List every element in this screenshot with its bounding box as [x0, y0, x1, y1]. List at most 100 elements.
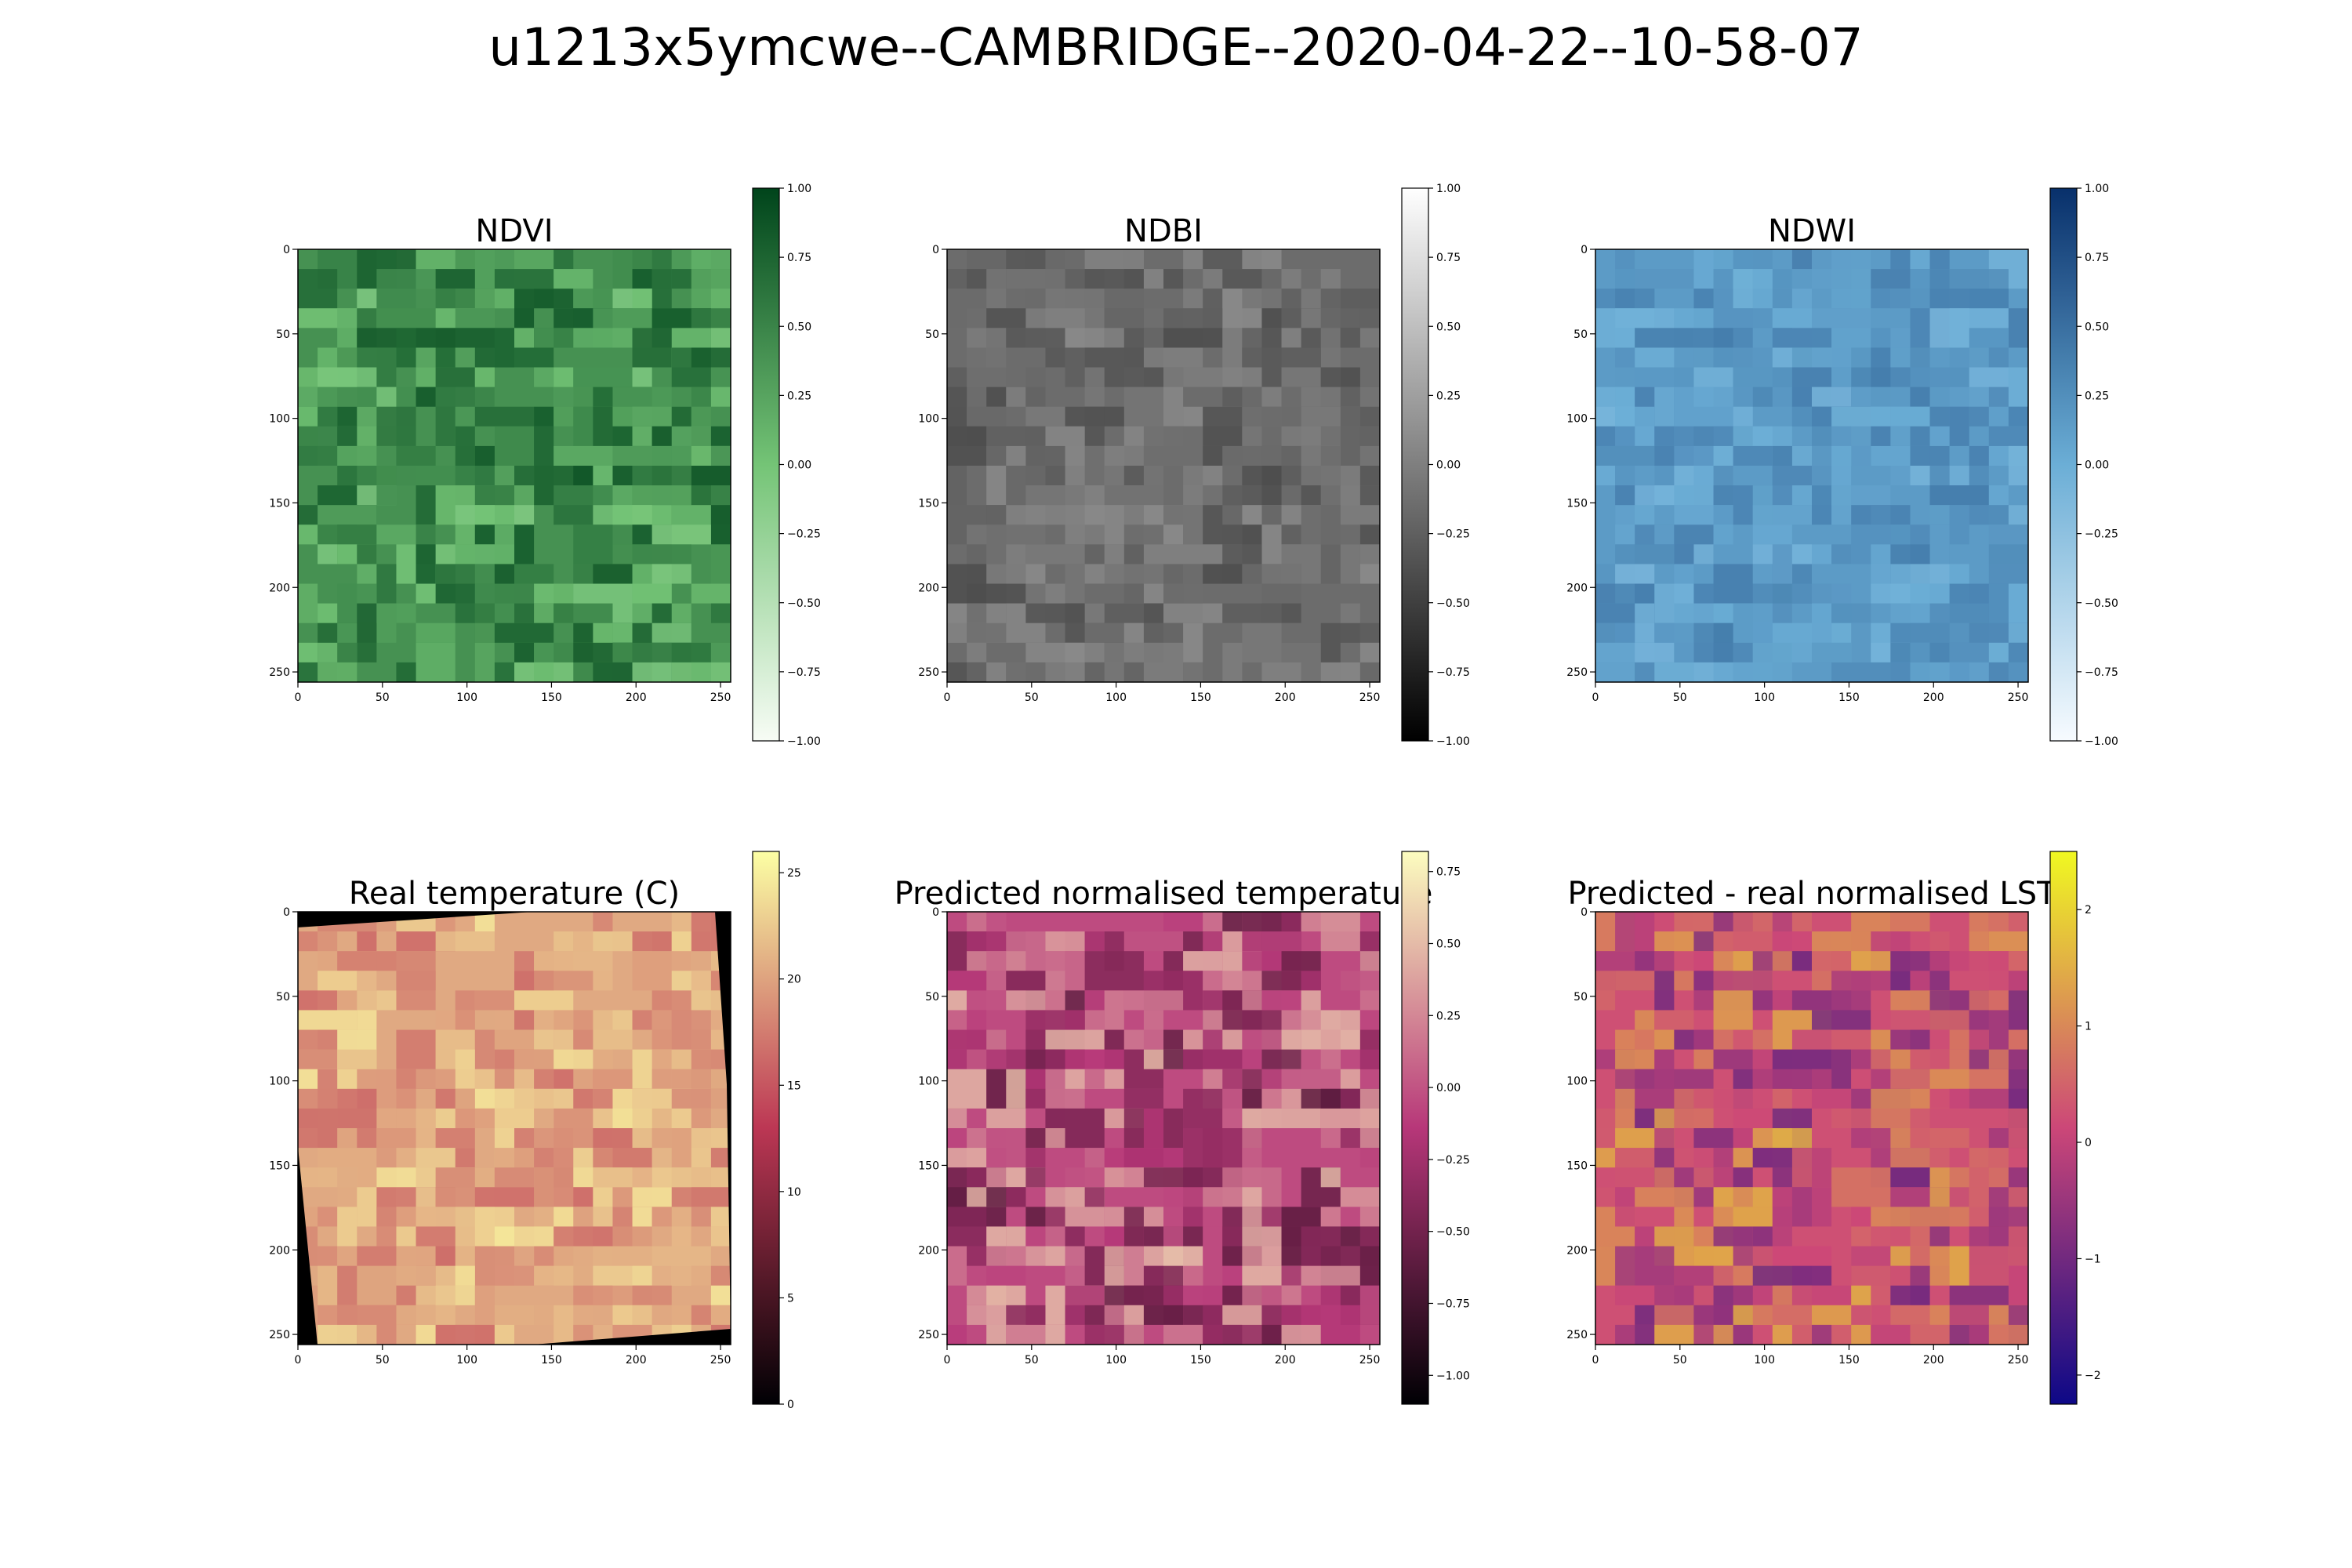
colorbar-tick-label: 1.00	[787, 183, 811, 195]
x-tick-label: 250	[1359, 691, 1381, 704]
colorbar-tick-label: 0.25	[1436, 1010, 1461, 1022]
y-tick-label: 150	[269, 1160, 290, 1172]
axes-frame	[1595, 249, 2029, 683]
axes-frame	[946, 249, 1381, 683]
x-tick-label: 100	[1105, 1354, 1127, 1367]
colorbar-tick-label: 10	[787, 1186, 801, 1199]
y-tick-label: 100	[1566, 1076, 1588, 1088]
colorbar-tick-label: 1	[2085, 1021, 2092, 1033]
y-tick-label: 150	[918, 497, 939, 510]
colorbar-tick-label: −1.00	[1436, 1370, 1470, 1382]
colorbar-tick-label: 15	[787, 1080, 801, 1092]
panel-title: NDVI	[475, 213, 553, 249]
x-tick-label: 0	[1592, 1354, 1599, 1367]
y-tick-label: 200	[269, 1244, 290, 1257]
x-tick-label: 250	[2008, 691, 2029, 704]
y-tick-label: 50	[1573, 991, 1588, 1004]
panel-1: NDBI 0 50 100 150 200 250 0 50 100 150 200 250 1.00 0.…	[918, 183, 1470, 748]
panel-3: Real temperature (C) 0 50 100 150 200 250 0 50 10…	[269, 851, 801, 1411]
y-tick-label: 0	[932, 906, 939, 919]
x-tick-label: 50	[1673, 1354, 1687, 1367]
colorbar-tick-label: −0.50	[2085, 597, 2118, 610]
colorbar-tick-label: −0.25	[787, 528, 821, 541]
y-tick-label: 150	[918, 1160, 939, 1172]
heatmap-texture	[298, 249, 731, 682]
colorbar-tick-label: 0.75	[2085, 252, 2109, 264]
y-tick-label: 0	[283, 906, 290, 919]
y-tick-label: 50	[276, 991, 290, 1004]
colorbar-tick-label: −0.75	[2085, 666, 2118, 679]
panel-title: Real temperature (C)	[349, 876, 680, 912]
y-tick-label: 250	[918, 666, 939, 679]
x-tick-label: 100	[456, 1354, 477, 1367]
y-tick-label: 100	[918, 413, 939, 426]
x-tick-label: 0	[1592, 691, 1599, 704]
colorbar-tick-label: −0.50	[787, 597, 821, 610]
x-tick-label: 150	[541, 1354, 562, 1367]
x-tick-label: 0	[944, 1354, 951, 1367]
panel-title: NDWI	[1768, 213, 1856, 249]
y-tick-label: 100	[269, 413, 290, 426]
heatmap-texture	[1595, 249, 2028, 682]
y-tick-label: 250	[1566, 666, 1588, 679]
x-tick-label: 200	[1275, 1354, 1296, 1367]
colorbar	[1401, 851, 1429, 1405]
colorbar-tick-label: 0.00	[1436, 1082, 1461, 1094]
colorbar	[1401, 187, 1429, 742]
x-tick-label: 50	[1025, 691, 1039, 704]
colorbar-tick-label: 0.75	[787, 252, 811, 264]
x-tick-label: 100	[1754, 691, 1775, 704]
colorbar-tick-label: 0.50	[787, 321, 811, 333]
x-tick-label: 50	[376, 1354, 390, 1367]
x-tick-label: 200	[626, 691, 647, 704]
y-tick-label: 150	[1566, 1160, 1588, 1172]
x-tick-label: 0	[295, 691, 302, 704]
y-tick-label: 200	[918, 582, 939, 594]
y-tick-label: 200	[918, 1244, 939, 1257]
x-tick-label: 250	[2008, 1354, 2029, 1367]
colorbar-tick-label: −2	[2085, 1370, 2101, 1382]
y-tick-label: 100	[269, 1076, 290, 1088]
x-tick-label: 50	[1673, 691, 1687, 704]
heatmap-texture	[947, 249, 1380, 682]
colorbar-tick-label: −0.50	[1436, 1226, 1470, 1239]
colorbar-tick-label: −0.75	[787, 666, 821, 679]
x-tick-label: 100	[1105, 691, 1127, 704]
x-tick-label: 200	[626, 1354, 647, 1367]
axes-frame	[297, 911, 731, 1345]
heatmap-texture	[298, 912, 731, 1345]
colorbar-tick-label: −1	[2085, 1253, 2101, 1265]
colorbar-tick-label: 0.00	[2085, 459, 2109, 472]
panel-2: NDWI 0 50 100 150 200 250 0 50 100 150 200 250 1.00 0.…	[1566, 183, 2118, 748]
y-tick-label: 100	[1566, 413, 1588, 426]
y-tick-label: 250	[1566, 1329, 1588, 1341]
x-tick-label: 150	[1838, 691, 1860, 704]
y-tick-label: 200	[1566, 582, 1588, 594]
colorbar-tick-label: −0.25	[1436, 1154, 1470, 1167]
colorbar-tick-label: −0.25	[2085, 528, 2118, 541]
colorbar-tick-label: 0.50	[1436, 938, 1461, 951]
colorbar-tick-label: −1.00	[787, 735, 821, 748]
y-tick-label: 0	[1581, 906, 1588, 919]
colorbar-tick-label: 1.00	[1436, 183, 1461, 195]
y-tick-label: 50	[925, 991, 939, 1004]
x-tick-label: 250	[710, 1354, 731, 1367]
colorbar-tick-label: 0	[2085, 1137, 2092, 1149]
x-tick-label: 0	[295, 1354, 302, 1367]
colorbar-tick-label: 0.50	[2085, 321, 2109, 333]
colorbar-tick-label: 0.25	[2085, 390, 2109, 402]
x-tick-label: 250	[710, 691, 731, 704]
colorbar-tick-label: 1.00	[2085, 183, 2109, 195]
y-tick-label: 50	[276, 328, 290, 341]
y-tick-label: 250	[269, 666, 290, 679]
colorbar-tick-label: −0.50	[1436, 597, 1470, 610]
panel-title: Predicted - real normalised LST	[1567, 876, 2056, 912]
colorbar-tick-label: 0.00	[787, 459, 811, 472]
x-tick-label: 0	[944, 691, 951, 704]
x-tick-label: 150	[541, 691, 562, 704]
colorbar-tick-label: 0.00	[1436, 459, 1461, 472]
colorbar-tick-label: −0.75	[1436, 1298, 1470, 1310]
